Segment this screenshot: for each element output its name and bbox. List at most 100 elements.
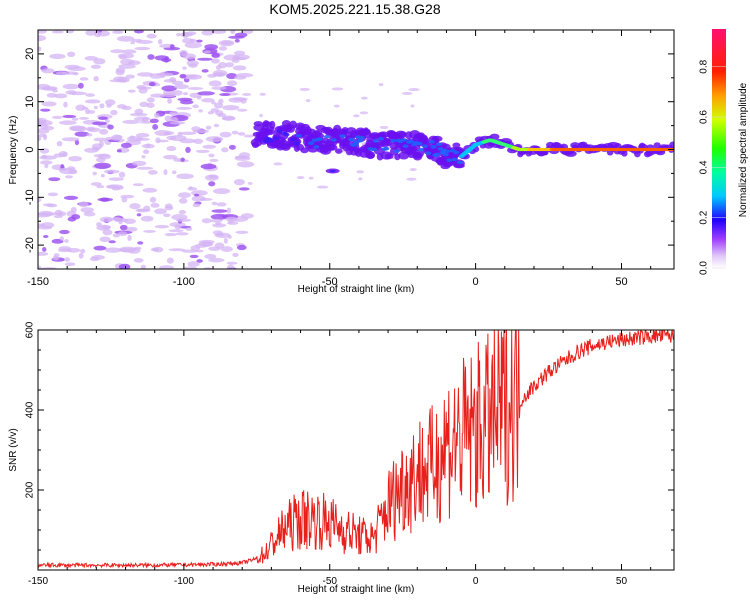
spectrogram-blob	[215, 233, 225, 237]
spectrogram-blob	[52, 89, 59, 93]
spectrogram-blob	[112, 216, 121, 221]
spectrogram-blob	[38, 265, 42, 269]
spectrogram-blob	[110, 109, 118, 116]
spectrogram-blob	[137, 208, 146, 212]
spectrogram-blob	[227, 235, 232, 239]
spectrogram-blob	[247, 181, 253, 185]
spectrogram-blob	[65, 175, 73, 179]
spectrogram-blob	[156, 72, 174, 77]
spectrogram-blob	[215, 65, 222, 70]
spectrogram-blob	[406, 177, 417, 181]
colorbar-ticks: 0.0 0.2 0.4 0.6 0.8	[699, 59, 726, 275]
spectrogram-blob	[146, 102, 155, 108]
spectrogram-blob	[223, 237, 228, 244]
spectrogram-blob	[201, 218, 212, 224]
spectrogram-blob	[113, 135, 123, 139]
spectrogram-blob	[191, 126, 201, 132]
spectrogram-blob	[330, 138, 337, 142]
spectrogram-blob	[92, 171, 98, 176]
spectrogram-blob	[103, 169, 120, 174]
spectrogram-blob	[141, 116, 149, 123]
spectrogram-blob	[181, 249, 199, 253]
spectrogram-blob	[129, 203, 141, 210]
spectrogram-blob	[154, 208, 167, 215]
spectrogram-blob	[185, 227, 193, 231]
spectrogram-blob	[96, 185, 105, 189]
spectrogram-blob	[175, 232, 189, 236]
spectrogram-blob	[93, 76, 99, 82]
spectrogram-blob	[169, 222, 186, 227]
spectrogram-blob	[185, 146, 191, 153]
spectrogram-blob	[353, 114, 360, 118]
spectrogram-blob	[153, 113, 160, 119]
spectrogram-blob	[190, 190, 208, 196]
spectrogram-blob	[80, 248, 86, 254]
spectrogram-blob	[222, 105, 240, 111]
spectrogram-blob	[78, 201, 89, 208]
spectrogram-blob	[93, 137, 108, 142]
spectrogram-blob	[197, 57, 213, 61]
spectrogram-blob	[136, 133, 150, 138]
spectrogram-blob	[402, 144, 409, 148]
spectrogram-blob	[444, 149, 451, 154]
spectrogram-blob	[192, 203, 201, 208]
spectrogram-blob	[240, 213, 254, 219]
spectrogram-blob	[213, 188, 231, 195]
spectrogram-blob	[53, 153, 65, 158]
spectrogram-blob	[242, 30, 254, 34]
spectrogram-blob	[174, 224, 182, 230]
spectrogram-blob	[299, 87, 310, 91]
colorbar-tick-label: 0.2	[699, 210, 710, 224]
spectrogram-blob	[86, 133, 93, 137]
spectrogram-blob	[134, 246, 142, 250]
spectrogram-blob	[136, 166, 154, 170]
spectrogram-blob	[201, 69, 209, 73]
spectrogram-blob	[395, 130, 406, 138]
spectrogram-blob	[200, 163, 217, 170]
spectrogram-blob	[80, 207, 94, 213]
spectrogram-blob	[240, 97, 247, 104]
spectrogram-blob	[176, 106, 193, 110]
spectrogram-blob	[213, 123, 220, 128]
spectrogram-blob	[232, 252, 239, 257]
spectrogram-blob	[90, 64, 101, 69]
spectrogram-blob	[435, 142, 442, 147]
spectrogram-blob	[64, 262, 76, 267]
spectrogram-blob	[105, 136, 116, 140]
spectrogram-blob	[104, 99, 116, 106]
spectrogram-blob	[400, 138, 407, 142]
spectrogram-blob	[202, 144, 217, 149]
spectrogram-blob	[41, 101, 57, 107]
spectrogram-blob	[430, 145, 437, 149]
spectrogram-blob	[56, 140, 63, 147]
spectrogram-blob	[209, 218, 223, 223]
snr-y-ticks: 600 400 200	[25, 321, 674, 551]
spectrogram-blob	[192, 104, 199, 109]
spectrogram-blob	[78, 116, 89, 120]
spectrogram-blob	[57, 211, 67, 217]
spectrogram-blob	[420, 135, 429, 144]
spectrogram-blob	[175, 218, 192, 222]
spectrogram-blob	[61, 137, 80, 142]
snr-series-line	[38, 330, 674, 569]
spectrogram-blob	[63, 101, 68, 108]
spectrogram-blob	[86, 127, 101, 133]
spectrogram-blob	[235, 73, 254, 78]
spectrogram-blob	[92, 121, 107, 126]
spectrogram-blob	[59, 236, 65, 241]
spectrogram-blob	[212, 223, 227, 228]
spectrogram-blob	[104, 247, 122, 253]
spectrogram-blob	[168, 229, 184, 233]
spectrogram-blob	[371, 147, 378, 152]
spectrogram-blob	[178, 192, 191, 198]
spectrogram-blob	[85, 93, 95, 97]
spectrogram-blob	[348, 137, 355, 142]
spectrogram-blob	[41, 68, 55, 74]
spectrogram-blob	[231, 57, 248, 61]
spectrogram-blob	[351, 143, 358, 147]
spectrogram-blob	[38, 35, 47, 42]
spectrogram-blob	[221, 41, 234, 45]
spectrogram-blob	[68, 91, 87, 96]
spectrogram-blob	[305, 99, 311, 103]
spectrogram-blob	[97, 197, 114, 202]
